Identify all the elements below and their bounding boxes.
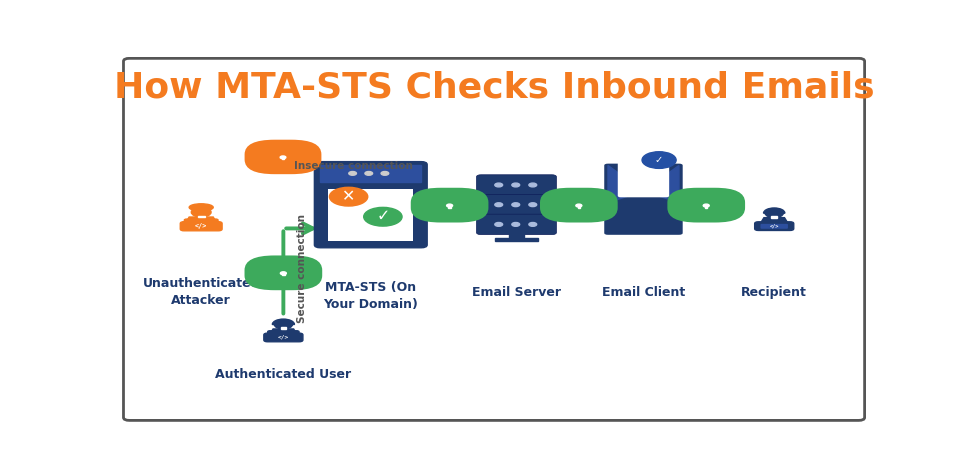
Text: </>: </>	[769, 224, 779, 229]
Polygon shape	[608, 165, 644, 202]
Bar	[320, 164, 421, 182]
FancyBboxPatch shape	[184, 219, 218, 225]
Circle shape	[495, 222, 502, 226]
Ellipse shape	[189, 204, 213, 211]
Bar	[771, 216, 777, 218]
Polygon shape	[269, 329, 298, 335]
Circle shape	[281, 156, 286, 159]
Bar	[281, 328, 286, 329]
FancyBboxPatch shape	[476, 214, 556, 235]
Bar	[282, 273, 284, 275]
Text: ✕: ✕	[342, 189, 355, 204]
Circle shape	[765, 209, 784, 218]
FancyBboxPatch shape	[604, 164, 683, 235]
Wedge shape	[272, 319, 294, 325]
Text: ✓: ✓	[655, 155, 663, 165]
Polygon shape	[644, 165, 679, 202]
Bar	[495, 238, 538, 241]
Bar	[509, 234, 523, 239]
Bar	[705, 206, 708, 208]
Text: Unauthenticated
Attacker: Unauthenticated Attacker	[143, 277, 260, 307]
Circle shape	[529, 183, 537, 187]
Circle shape	[512, 203, 520, 207]
Circle shape	[529, 222, 537, 226]
Text: Insecure connection: Insecure connection	[294, 161, 414, 172]
Circle shape	[512, 222, 520, 226]
FancyBboxPatch shape	[618, 157, 669, 197]
Circle shape	[576, 204, 582, 207]
Circle shape	[349, 172, 357, 175]
Bar	[198, 216, 204, 218]
Text: Email Client: Email Client	[602, 286, 685, 299]
FancyBboxPatch shape	[411, 188, 489, 222]
Wedge shape	[763, 208, 785, 213]
Text: Recipient: Recipient	[741, 286, 807, 299]
Circle shape	[512, 183, 520, 187]
Circle shape	[275, 320, 292, 329]
Circle shape	[446, 204, 452, 207]
Circle shape	[381, 172, 388, 175]
Circle shape	[365, 172, 373, 175]
Bar	[448, 206, 451, 208]
Text: Email Server: Email Server	[472, 286, 561, 299]
FancyBboxPatch shape	[180, 222, 222, 231]
FancyBboxPatch shape	[329, 189, 414, 241]
Circle shape	[330, 187, 367, 206]
Circle shape	[704, 204, 710, 207]
Circle shape	[642, 152, 676, 168]
FancyBboxPatch shape	[755, 222, 793, 230]
FancyBboxPatch shape	[264, 333, 303, 342]
Polygon shape	[185, 217, 218, 224]
FancyBboxPatch shape	[268, 331, 299, 337]
FancyBboxPatch shape	[667, 188, 745, 222]
Circle shape	[495, 203, 502, 207]
Text: </>: </>	[278, 335, 289, 340]
Circle shape	[495, 183, 502, 187]
Text: Authenticated User: Authenticated User	[215, 368, 352, 381]
FancyBboxPatch shape	[761, 224, 788, 229]
Polygon shape	[760, 218, 789, 224]
Text: Secure connection: Secure connection	[297, 214, 307, 323]
Circle shape	[191, 207, 211, 217]
FancyBboxPatch shape	[540, 188, 618, 222]
FancyBboxPatch shape	[314, 162, 427, 248]
FancyBboxPatch shape	[476, 175, 556, 195]
FancyBboxPatch shape	[476, 194, 556, 215]
Text: MTA-STS (On
Your Domain): MTA-STS (On Your Domain)	[323, 281, 418, 311]
FancyBboxPatch shape	[123, 58, 865, 420]
Text: </>: </>	[195, 223, 207, 229]
Text: How MTA-STS Checks Inbound Emails: How MTA-STS Checks Inbound Emails	[114, 71, 874, 105]
Circle shape	[281, 272, 286, 275]
Text: ✓: ✓	[376, 209, 389, 224]
Circle shape	[529, 203, 537, 207]
Circle shape	[363, 208, 402, 226]
Bar	[577, 206, 580, 208]
FancyBboxPatch shape	[245, 140, 321, 174]
Bar	[281, 157, 284, 159]
FancyBboxPatch shape	[245, 255, 322, 290]
